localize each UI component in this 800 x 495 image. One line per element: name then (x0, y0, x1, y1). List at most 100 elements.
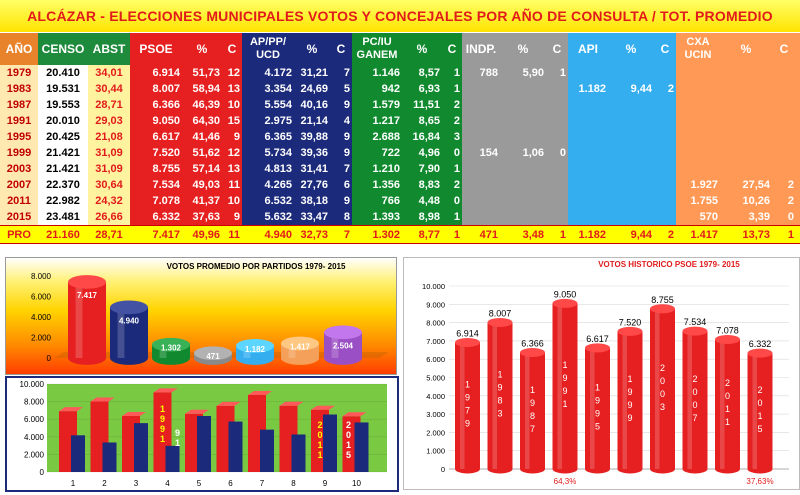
cell-api-pct (608, 193, 654, 209)
cell-ap-pct: 38,18 (294, 193, 330, 209)
chart3-year-label: 1 (725, 404, 730, 414)
cell-cxa-c (772, 145, 796, 161)
chart3-bar (650, 304, 675, 474)
cell-pc-votes: 1.579 (352, 97, 402, 113)
cell-year: 1983 (0, 81, 38, 97)
chart3-year-label: 3 (497, 409, 502, 419)
cell-ap-pct: 40,16 (294, 97, 330, 113)
cell-ap-votes: 5.554 (242, 97, 294, 113)
chart2-annotation-91: 1 (175, 438, 180, 448)
chart2-bar-ap (197, 415, 211, 472)
cell-cxa-pct (720, 113, 772, 129)
cell-cxa-pct: 10,26 (720, 193, 772, 209)
chart3-ytick: 8.000 (426, 319, 445, 328)
cell-psoe-pct: 51,73 (182, 65, 222, 81)
chart3-bar (552, 298, 578, 474)
chart2-annotation-1991: 9 (160, 424, 165, 434)
cell-api-pct (608, 161, 654, 177)
cell-ap-votes: 6.532 (242, 193, 294, 209)
cell-psoe-votes: 7.534 (130, 177, 182, 193)
header-psoe-pct: % (182, 33, 222, 65)
table-row: 1987 19.553 28,71 6.366 46,39 10 5.554 40,16 9 1.… (0, 97, 800, 113)
cell-psoe-c: 15 (222, 113, 242, 129)
cell-psoe-votes: 7.520 (130, 145, 182, 161)
cell-abst: 24,32 (88, 193, 130, 209)
cell-cxa-c: 0 (772, 209, 796, 226)
cell-cxa-c (772, 97, 796, 113)
cell-cxa-c (772, 161, 796, 177)
cell-pc-pct: 8,77 (402, 225, 442, 244)
chart2-annotation-2011: 2 (317, 420, 322, 430)
cell-api-pct (608, 129, 654, 145)
cell-psoe-pct: 37,63 (182, 209, 222, 226)
cell-indp-votes (462, 177, 500, 193)
chart2-annotation-2015: 5 (346, 450, 351, 460)
chart2-annotation-2011: 0 (317, 430, 322, 440)
cell-ap-pct: 33,47 (294, 209, 330, 226)
cell-pc-c: 3 (442, 129, 462, 145)
chart3-bar (715, 334, 740, 474)
cell-api-votes (568, 97, 608, 113)
chart3-annotation-2015: 37,63% (746, 477, 773, 486)
cell-indp-c (546, 209, 568, 226)
cell-censo: 23.481 (38, 209, 88, 226)
table-row: 1999 21.421 31,09 7.520 51,62 12 5.734 39,36 9 72… (0, 145, 800, 161)
chart1-data-label: 4.940 (119, 316, 140, 325)
chart3-ytick: 6.000 (426, 355, 445, 364)
cell-abst: 28,71 (88, 97, 130, 113)
cell-pc-c: 0 (442, 145, 462, 161)
cell-psoe-pct: 41,37 (182, 193, 222, 209)
cell-spacer (796, 209, 800, 226)
cell-spacer (796, 97, 800, 113)
chart1-bar (236, 339, 274, 365)
cell-indp-votes (462, 97, 500, 113)
cell-api-c: 2 (654, 81, 676, 97)
chart2-xtick: 3 (134, 479, 139, 488)
cell-indp-c: 1 (546, 65, 568, 81)
cell-indp-pct: 3,48 (500, 225, 546, 244)
chart2-xtick: 10 (352, 479, 361, 488)
cell-censo: 20.425 (38, 129, 88, 145)
chart3-year-label: 7 (692, 413, 697, 423)
cell-indp-votes (462, 81, 500, 97)
chart1-ytick: 6.000 (31, 293, 52, 302)
chart2-xtick: 1 (71, 479, 76, 488)
cell-indp-votes (462, 129, 500, 145)
chart3-bar (455, 337, 480, 474)
cell-cxa-votes (676, 129, 720, 145)
chart3-year-label: 9 (627, 400, 632, 410)
chart2-bar-psoe-top (153, 388, 178, 393)
header-pc-pct: % (402, 33, 442, 65)
cell-ap-c: 7 (330, 225, 352, 244)
cell-cxa-c (772, 65, 796, 81)
cell-ap-pct: 27,76 (294, 177, 330, 193)
cell-psoe-pct: 41,46 (182, 129, 222, 145)
header-year: AÑO (0, 33, 38, 65)
chart1-data-label: 1.182 (245, 345, 266, 354)
header-ap-pct: % (294, 33, 330, 65)
chart2-annotation-1991: 1 (160, 404, 165, 414)
cell-psoe-c: 11 (222, 225, 242, 244)
cell-cxa-votes (676, 65, 720, 81)
table-row: 2003 21.421 31,09 8.755 57,14 13 4.813 31,41 7 1.… (0, 161, 800, 177)
cell-ap-pct: 39,88 (294, 129, 330, 145)
cell-api-votes (568, 161, 608, 177)
chart3-ytick: 5.000 (426, 374, 445, 383)
chart2-bar-ap (260, 429, 274, 472)
cell-pc-c: 1 (442, 81, 462, 97)
cell-pc-c: 1 (442, 65, 462, 81)
cell-api-c (654, 97, 676, 113)
cell-pc-votes: 1.146 (352, 65, 402, 81)
table-row: 2015 23.481 26,66 6.332 37,63 9 5.632 33,47 8 1.3… (0, 209, 800, 226)
chart2-annotation-2015: 2 (346, 420, 351, 430)
cell-pc-c: 1 (442, 161, 462, 177)
cell-ap-votes: 4.940 (242, 225, 294, 244)
cell-pc-votes: 1.302 (352, 225, 402, 244)
chart2-bar-psoe-top (279, 401, 304, 406)
cell-cxa-pct (720, 97, 772, 113)
chart2-ytick: 10.000 (20, 380, 45, 389)
chart3-bar (617, 326, 643, 474)
chart2-bar-ap (71, 435, 85, 472)
chart3-data-label: 7.534 (684, 317, 707, 327)
chart2-xtick: 4 (165, 479, 170, 488)
